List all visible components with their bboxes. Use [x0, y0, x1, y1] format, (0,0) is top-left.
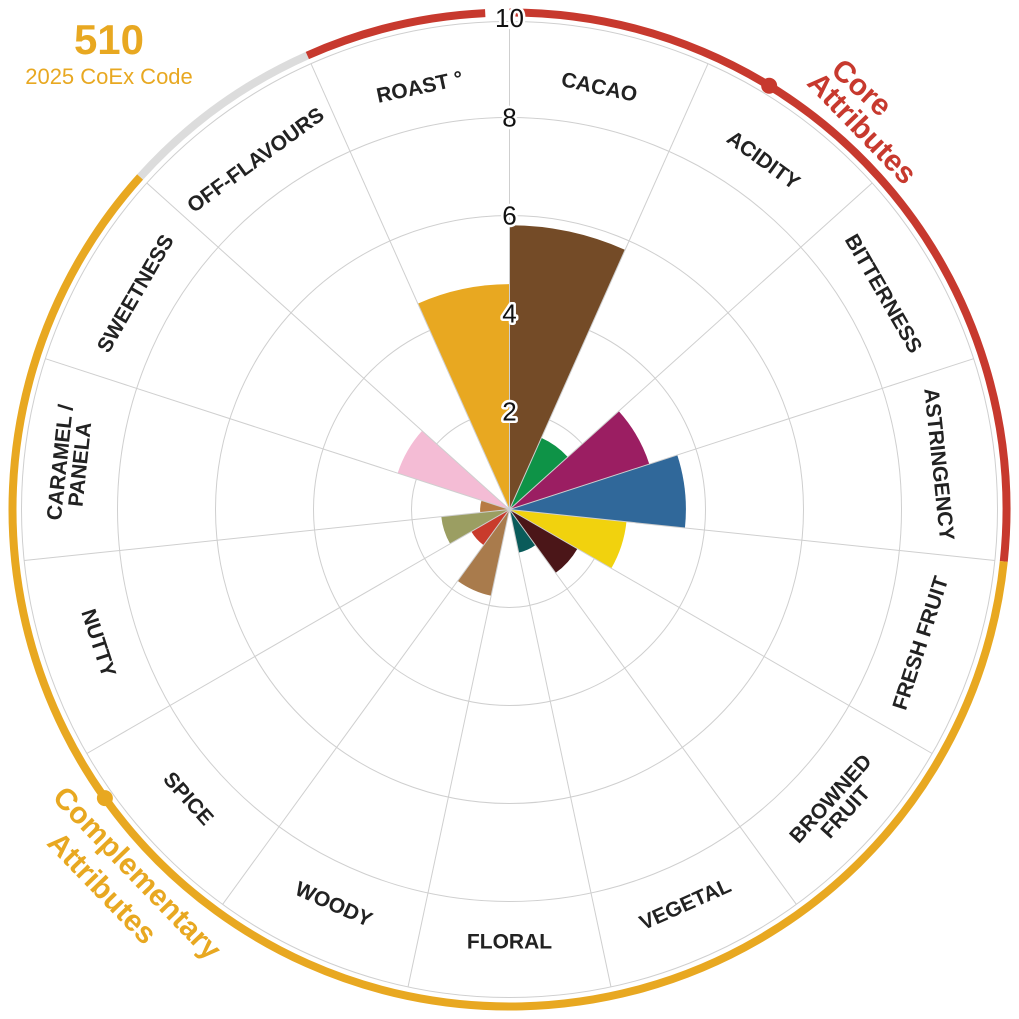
bar-nutty — [441, 509, 510, 544]
category-label-line: BITTERNESS — [840, 230, 926, 357]
bar-bitterness — [509, 411, 650, 510]
complementary-arc — [8, 174, 1008, 1011]
bar-vegetal — [509, 509, 536, 553]
code-label: 2025 CoEx Code — [25, 64, 193, 89]
tick-label-4: 4 — [502, 299, 516, 329]
category-label-roast: ROAST ° — [374, 67, 465, 108]
category-label-line: VEGETAL — [636, 874, 735, 935]
category-label-line: SWEETNESS — [93, 231, 179, 357]
category-label-astringency: ASTRINGENCY — [919, 387, 958, 541]
tick-label-8: 8 — [502, 103, 516, 133]
radial-tick-labels: 2 4 6 8 10 — [493, 1, 527, 430]
code-number: 510 — [74, 16, 144, 63]
bar-caramel-panela — [480, 500, 510, 513]
category-label-line: NUTTY — [76, 606, 120, 680]
spoke — [509, 509, 933, 754]
spoke — [310, 63, 510, 510]
spoke — [146, 182, 510, 510]
category-label-woody: WOODY — [292, 877, 376, 931]
category-label-nutty: NUTTY — [76, 606, 120, 680]
category-label-floral: FLORAL — [467, 931, 552, 954]
spoke — [24, 509, 510, 562]
category-label-line: FLORAL — [467, 931, 552, 954]
spoke — [222, 509, 510, 905]
bar-astringency — [509, 454, 686, 528]
tick-label-6: 6 — [502, 201, 516, 231]
tick-label-2: 2 — [502, 397, 516, 427]
complementary-marker-dot — [96, 790, 113, 807]
spoke — [509, 509, 612, 987]
category-label-fresh-fruit: FRESH FRUIT — [888, 573, 953, 712]
spoke — [86, 509, 510, 754]
spoke — [509, 509, 797, 905]
core-arc — [509, 8, 1011, 562]
tick-label-10: 10 — [495, 3, 524, 33]
category-label-sweetness: SWEETNESS — [93, 231, 179, 357]
category-label-line: CACAO — [559, 68, 639, 107]
spoke — [407, 509, 510, 987]
category-label-spice: SPICE — [158, 768, 217, 830]
bar-browned-fruit — [509, 509, 578, 573]
category-label-line: SPICE — [158, 768, 217, 830]
category-label-vegetal: VEGETAL — [636, 874, 735, 935]
category-label-acidity: ACIDITY — [722, 126, 803, 194]
outer-group-ring — [8, 8, 1011, 1011]
bar-roast — [417, 284, 510, 510]
category-label-bitterness: BITTERNESS — [840, 230, 926, 357]
neutral-arc — [137, 51, 309, 180]
core-marker-dot — [761, 77, 778, 94]
spoke — [509, 358, 974, 510]
spoke — [509, 63, 709, 510]
spoke — [45, 358, 510, 510]
category-label-line: ACIDITY — [722, 126, 803, 194]
spoke — [509, 509, 995, 562]
spokes — [24, 21, 995, 987]
bar-spice — [471, 509, 510, 546]
bar-woody — [457, 509, 510, 596]
category-label-line: ROAST ° — [374, 67, 465, 108]
category-label-line: ASTRINGENCY — [919, 387, 958, 541]
category-label-cacao: CACAO — [559, 68, 639, 107]
bar-acidity — [509, 437, 568, 510]
bars — [397, 225, 686, 596]
category-label-line: FRESH FRUIT — [888, 573, 953, 712]
category-label-line: WOODY — [292, 877, 376, 931]
bar-cacao — [509, 225, 626, 510]
bar-fresh-fruit — [509, 509, 627, 569]
spoke — [509, 182, 873, 510]
category-label-caramel-panela: CARAMEL /PANELA — [43, 403, 98, 523]
bar-sweetness — [397, 430, 510, 510]
roast-arc — [305, 9, 486, 60]
